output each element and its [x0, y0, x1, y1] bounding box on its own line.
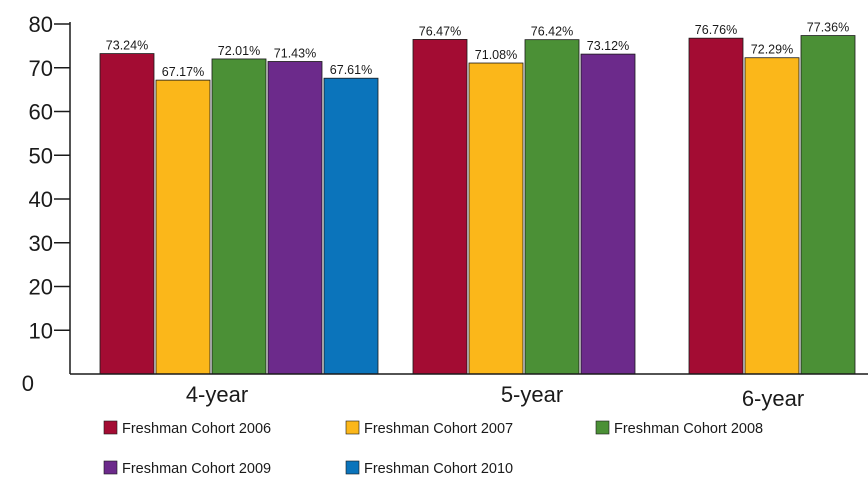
- data-label: 67.61%: [330, 63, 372, 77]
- legend-swatch: [595, 420, 610, 435]
- y-tick-label: 40: [29, 187, 53, 212]
- data-label: 71.08%: [475, 48, 517, 62]
- legend-label: Freshman Cohort 2008: [614, 421, 763, 437]
- bar-freshman-cohort-2010-4-year: [323, 77, 379, 375]
- data-label: 73.12%: [587, 39, 629, 53]
- data-label: 67.17%: [162, 65, 204, 79]
- bar-freshman-cohort-2006-5-year: [412, 39, 468, 375]
- legend-swatch: [345, 460, 360, 475]
- data-label: 72.01%: [218, 44, 260, 58]
- data-label: 73.24%: [106, 39, 148, 53]
- bar-freshman-cohort-2007-4-year: [155, 79, 211, 375]
- data-label: 76.76%: [695, 23, 737, 37]
- y-axis: 0 10 20 30 40 50 60 70 80: [22, 12, 71, 396]
- y-tick-label: 50: [29, 143, 53, 168]
- bar-freshman-cohort-2006-6-year: [688, 37, 744, 375]
- legend-label: Freshman Cohort 2010: [364, 461, 513, 477]
- legend: Freshman Cohort 2006 Freshman Cohort 2007…: [103, 420, 763, 477]
- bar-freshman-cohort-2007-6-year: [744, 57, 800, 375]
- y-tick-label: 80: [29, 12, 53, 37]
- legend-swatch: [103, 460, 118, 475]
- data-label: 72.29%: [751, 43, 793, 57]
- data-label: 77.36%: [807, 21, 849, 35]
- y-tick-label: 60: [29, 100, 53, 125]
- y-tick-label: 20: [29, 275, 53, 300]
- data-label: 76.42%: [531, 25, 573, 39]
- bars: 73.24% 76.47% 76.76% 67.17% 71.08% 72.29% 72.0…: [99, 21, 856, 375]
- bar-freshman-cohort-2008-5-year: [524, 39, 580, 375]
- legend-label: Freshman Cohort 2007: [364, 421, 513, 437]
- x-category-label: 6-year: [742, 386, 804, 411]
- y-tick-label: 10: [29, 318, 53, 343]
- y-tick-label: 70: [29, 56, 53, 81]
- bar-freshman-cohort-2008-6-year: [800, 35, 856, 375]
- x-category-label: 5-year: [501, 382, 563, 407]
- bar-freshman-cohort-2009-5-year: [580, 53, 636, 375]
- y-tick-label: 30: [29, 231, 53, 256]
- bar-freshman-cohort-2009-4-year: [267, 61, 323, 375]
- data-label: 71.43%: [274, 46, 316, 60]
- legend-swatch: [345, 420, 360, 435]
- legend-label: Freshman Cohort 2009: [122, 461, 271, 477]
- data-label: 76.47%: [419, 24, 461, 38]
- x-category-label: 4-year: [186, 382, 248, 407]
- y-tick-label: 0: [22, 371, 34, 396]
- bar-freshman-cohort-2008-4-year: [211, 58, 267, 375]
- bar-freshman-cohort-2006-4-year: [99, 53, 155, 375]
- x-axis: 4-year 5-year 6-year: [70, 373, 868, 411]
- legend-label: Freshman Cohort 2006: [122, 421, 271, 437]
- bar-freshman-cohort-2007-5-year: [468, 62, 524, 375]
- legend-swatch: [103, 420, 118, 435]
